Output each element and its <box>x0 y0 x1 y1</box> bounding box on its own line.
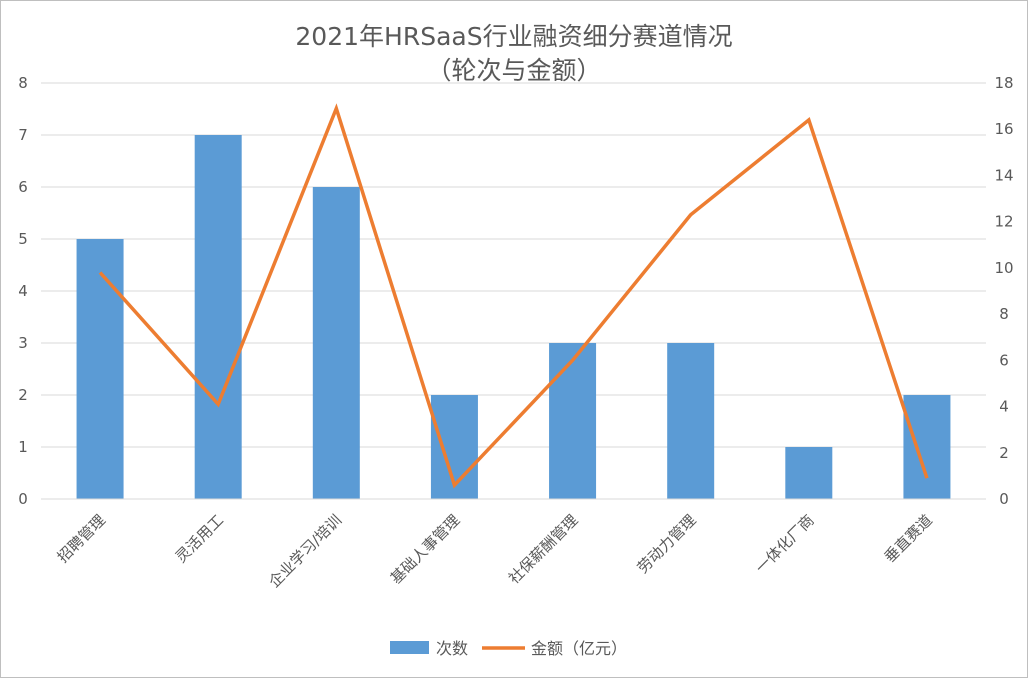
right-tick-label: 18 <box>994 74 1013 92</box>
category-label: 社保薪酬管理 <box>505 511 581 587</box>
chart-title: 2021年HRSaaS行业融资细分赛道情况 <box>295 22 732 51</box>
right-tick-label: 4 <box>999 398 1009 416</box>
legend: 次数 金额（亿元） <box>390 639 627 658</box>
right-tick-label: 12 <box>994 213 1013 231</box>
chart-subtitle: （轮次与金额） <box>426 56 601 85</box>
bar <box>312 187 360 499</box>
right-tick-label: 2 <box>999 444 1009 462</box>
left-tick-label: 4 <box>18 282 28 300</box>
right-tick-label: 14 <box>994 166 1013 184</box>
right-axis: 0 2 4 6 8 10 12 14 16 18 <box>994 74 1013 508</box>
bars <box>76 135 951 499</box>
bar <box>549 343 597 499</box>
bar <box>667 343 715 499</box>
left-tick-label: 8 <box>18 74 28 92</box>
category-label: 一体化厂商 <box>752 511 818 577</box>
left-tick-label: 5 <box>18 230 28 248</box>
category-label: 灵活用工 <box>172 511 227 566</box>
left-axis: 0 1 2 3 4 5 6 7 8 <box>18 74 28 508</box>
category-label: 劳动力管理 <box>634 511 700 577</box>
left-tick-label: 6 <box>18 178 28 196</box>
x-axis: 招聘管理 灵活用工 企业学习/培训 基础人事管理 社保薪酬管理 劳动力管理 一体化厂商 垂直赛… <box>41 498 986 591</box>
category-label: 垂直赛道 <box>881 511 936 566</box>
legend-bar-label: 次数 <box>436 639 468 658</box>
right-tick-label: 16 <box>994 120 1013 138</box>
right-tick-label: 10 <box>994 259 1013 277</box>
left-tick-label: 1 <box>18 438 28 456</box>
category-label: 招聘管理 <box>54 511 109 566</box>
left-tick-label: 3 <box>18 334 28 352</box>
legend-line-label: 金额（亿元） <box>531 639 627 658</box>
legend-bar-swatch <box>390 641 429 654</box>
left-tick-label: 7 <box>18 126 28 144</box>
bar <box>76 239 124 499</box>
grid <box>41 82 986 500</box>
amount-line-path <box>98 103 929 489</box>
right-tick-label: 8 <box>999 305 1009 323</box>
bar <box>903 395 951 499</box>
left-tick-label: 2 <box>18 386 28 404</box>
bar <box>194 135 242 499</box>
category-label: 企业学习/培训 <box>265 511 345 591</box>
bar <box>785 447 833 499</box>
right-tick-label: 0 <box>999 490 1009 508</box>
right-tick-label: 6 <box>999 351 1009 369</box>
left-tick-label: 0 <box>18 490 28 508</box>
category-label: 基础人事管理 <box>387 511 463 587</box>
amount-line <box>98 103 929 489</box>
